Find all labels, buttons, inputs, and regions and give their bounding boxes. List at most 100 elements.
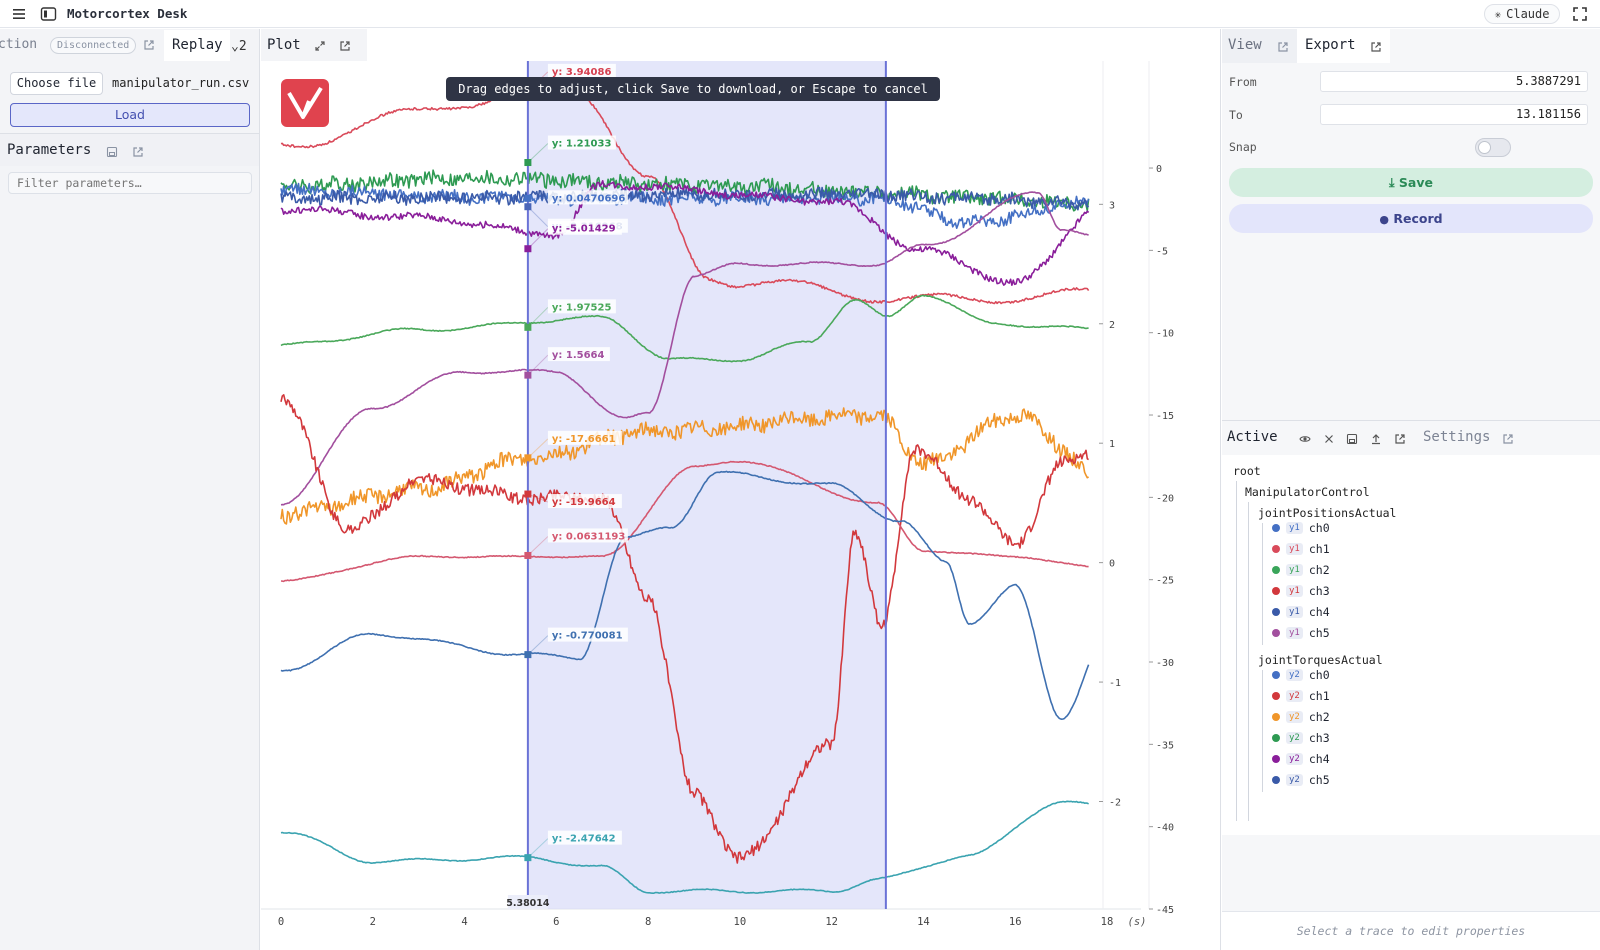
axis-badge: y2 <box>1286 711 1303 723</box>
trace-line[interactable] <box>280 460 1089 583</box>
trace-item[interactable]: y2 ch5 <box>1272 771 1330 789</box>
fullscreen-icon[interactable] <box>1572 6 1588 22</box>
right-panel: View Export From 5.3887291 To 13.181156 … <box>1222 29 1600 950</box>
trace-item[interactable]: y1 ch1 <box>1272 540 1330 558</box>
plot-tab-label: Plot <box>267 37 301 53</box>
trace-line[interactable] <box>280 169 1090 212</box>
trace-line[interactable] <box>280 407 1089 525</box>
cursor-label: y: 1.21033 <box>524 135 616 167</box>
popout-icon[interactable] <box>132 146 144 158</box>
trace-line[interactable] <box>280 180 1090 286</box>
trace-item[interactable]: y2 ch0 <box>1272 666 1330 684</box>
popout-icon[interactable] <box>1394 433 1406 445</box>
axis-badge: y1 <box>1286 606 1303 618</box>
trace-line[interactable] <box>280 186 1090 211</box>
x-tick-label: 16 <box>1009 916 1022 928</box>
trace-name: ch4 <box>1308 752 1330 766</box>
tab-replay[interactable]: Replay <box>164 30 230 61</box>
save-icon[interactable] <box>1346 433 1358 445</box>
chevron-down-icon: ⌄ <box>231 39 239 54</box>
tree-guide <box>1248 502 1249 821</box>
cursor-value: y: -19.9664 <box>552 497 616 508</box>
trace-item[interactable]: y1 ch4 <box>1272 603 1330 621</box>
close-icon[interactable] <box>1323 433 1335 445</box>
trace-item[interactable]: y1 ch2 <box>1272 561 1330 579</box>
trace-item[interactable]: y1 ch3 <box>1272 582 1330 600</box>
popout-icon[interactable] <box>1502 433 1514 445</box>
save-icon[interactable] <box>106 146 118 158</box>
trace-color-dot <box>1272 671 1280 679</box>
x-axis-label: (s) <box>1128 916 1147 928</box>
x-tick-label: 4 <box>461 916 467 928</box>
trace-item[interactable]: y2 ch1 <box>1272 687 1330 705</box>
y2-tick-label: -35 <box>1156 740 1174 751</box>
left-tab-row: ction Disconnected Replay ⌄2 <box>0 29 259 62</box>
trace-item[interactable]: y2 ch3 <box>1272 729 1330 747</box>
from-input[interactable]: 5.3887291 <box>1320 71 1588 92</box>
save-button[interactable]: ⤓ Save <box>1229 168 1593 197</box>
cursor-label: y: -2.47642 <box>524 830 622 862</box>
trace-item[interactable]: y1 ch5 <box>1272 624 1330 642</box>
cursor-label: y: -5.01429 <box>524 220 622 253</box>
cursor-marker <box>524 194 532 202</box>
choose-file-button[interactable]: Choose file <box>10 72 103 95</box>
trace-line[interactable] <box>280 88 1090 305</box>
cursor-value: y: -0.770081 <box>552 631 623 642</box>
trace-line[interactable] <box>280 294 1089 363</box>
assistant-label: Claude <box>1506 7 1550 21</box>
x-tick-label: 6 <box>553 916 559 928</box>
upload-icon[interactable] <box>1370 433 1382 445</box>
popout-icon[interactable] <box>339 40 351 52</box>
filter-parameters-input[interactable] <box>8 172 252 194</box>
popout-icon[interactable] <box>143 39 155 51</box>
tab-plot[interactable]: Plot <box>261 29 367 61</box>
from-row: From 5.3887291 <box>1222 69 1600 97</box>
popout-icon[interactable] <box>1277 41 1289 53</box>
trace-item[interactable]: y1 ch0 <box>1272 519 1330 537</box>
record-label: Record <box>1393 211 1443 226</box>
cursor-marker <box>524 371 532 379</box>
replay-dropdown[interactable]: ⌄2 <box>231 39 247 54</box>
load-button[interactable]: Load <box>10 103 250 127</box>
assistant-button[interactable]: ✳ Claude <box>1484 4 1560 24</box>
trace-name: ch3 <box>1308 584 1330 598</box>
menu-icon[interactable] <box>11 6 27 22</box>
expand-icon[interactable] <box>314 40 326 52</box>
axis-badge: y1 <box>1286 564 1303 576</box>
y1-tick-label: 1 <box>1109 439 1115 450</box>
snap-toggle[interactable] <box>1475 138 1511 157</box>
sidebar-toggle-icon[interactable] <box>40 6 57 22</box>
record-button[interactable]: ● Record <box>1229 204 1593 233</box>
tree-group[interactable]: ManipulatorControl <box>1245 485 1370 499</box>
properties-hint: Select a trace to edit properties <box>1222 911 1600 950</box>
x-tick-label: 12 <box>825 916 838 928</box>
y2-tick-label: -25 <box>1156 576 1174 587</box>
trace-line[interactable] <box>280 800 1089 895</box>
axis-badge: y2 <box>1286 753 1303 765</box>
to-input[interactable]: 13.181156 <box>1320 104 1588 125</box>
trace-name: ch2 <box>1308 563 1330 577</box>
trace-color-dot <box>1272 587 1280 595</box>
y2-tick-label: -15 <box>1156 411 1174 422</box>
tab-connection[interactable]: ction <box>0 37 38 52</box>
popout-icon[interactable] <box>1370 41 1382 53</box>
trace-item[interactable]: y2 ch2 <box>1272 708 1330 726</box>
tab-export[interactable]: Export <box>1297 29 1390 63</box>
cursor-label: y: -17.6661 <box>524 430 622 462</box>
tree-root[interactable]: root <box>1233 464 1261 478</box>
trace-item[interactable]: y2 ch4 <box>1272 750 1330 768</box>
tree-node-positions[interactable]: jointPositionsActual <box>1258 506 1397 520</box>
tab-view[interactable]: View <box>1222 29 1297 63</box>
y2-tick-label: -40 <box>1156 823 1174 834</box>
eye-icon[interactable] <box>1299 433 1311 445</box>
active-title: Active <box>1227 429 1278 445</box>
tab-settings[interactable]: Settings <box>1423 429 1491 445</box>
active-header: Active Settings <box>1222 420 1600 454</box>
trace-line[interactable] <box>280 191 1089 506</box>
trace-line[interactable] <box>280 470 1090 721</box>
trace-line[interactable] <box>280 393 1090 864</box>
trace-line[interactable] <box>280 182 1090 229</box>
tree-node-torques[interactable]: jointTorquesActual <box>1258 653 1383 667</box>
y1-tick-label: 2 <box>1109 320 1115 331</box>
